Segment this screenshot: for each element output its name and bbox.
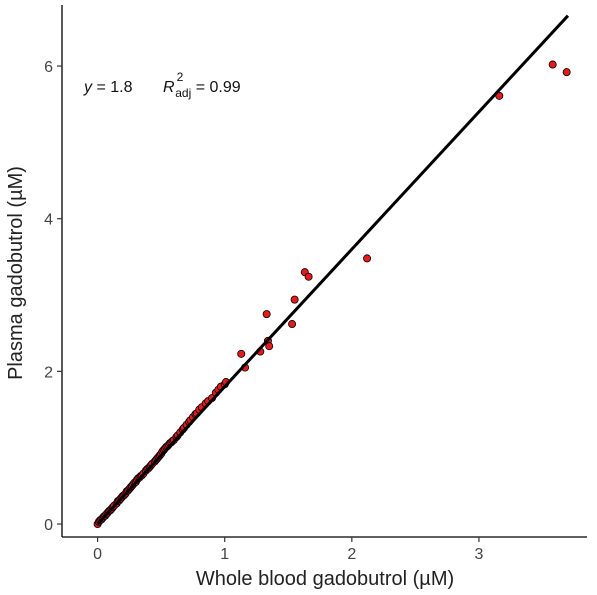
data-point: [548, 60, 557, 69]
y-tick-label: 2: [44, 364, 53, 381]
regression-equation: y = 1.8: [83, 79, 133, 96]
y-axis-ticks: 0 2 4 6: [44, 59, 62, 534]
data-point: [290, 295, 299, 304]
r-squared-annotation: R2 adj = 0.99: [163, 70, 241, 100]
x-tick-label: 2: [347, 546, 356, 563]
x-axis-title: Whole blood gadobutrol (µM): [196, 568, 454, 590]
data-point: [562, 68, 571, 77]
data-point: [304, 272, 313, 281]
y-axis-title: Plasma gadobutrol (µM): [5, 166, 27, 380]
data-point: [237, 349, 246, 358]
data-point: [288, 320, 297, 329]
regression-line: [96, 14, 570, 526]
x-tick-label: 1: [220, 546, 229, 563]
data-point: [265, 342, 274, 351]
y-tick-label: 4: [44, 212, 53, 229]
x-axis-ticks: 0 1 2 3: [93, 537, 483, 563]
x-tick-label: 0: [93, 546, 102, 563]
x-tick-label: 3: [474, 546, 483, 563]
y-tick-label: 6: [44, 59, 53, 76]
data-point: [363, 254, 372, 263]
y-tick-label: 0: [44, 517, 53, 534]
data-point: [262, 310, 271, 319]
points-layer: [93, 60, 571, 529]
